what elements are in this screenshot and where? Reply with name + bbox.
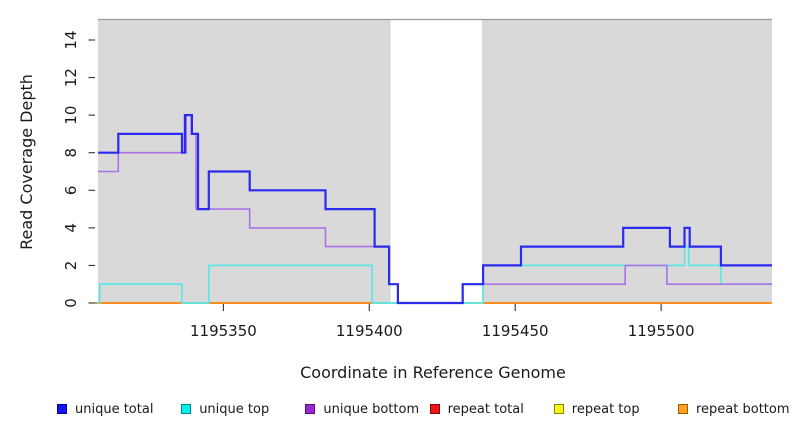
y-axis-tick-label: 8 xyxy=(62,148,80,158)
y-axis-title: Read Coverage Depth xyxy=(17,74,36,250)
y-axis-tick-label: 14 xyxy=(62,30,80,49)
series-unique-bottom xyxy=(97,114,772,304)
y-axis-tick-label: 2 xyxy=(62,261,80,271)
y-axis-tick-label: 4 xyxy=(62,223,80,233)
y-axis-tick-label: 12 xyxy=(62,68,80,87)
x-axis-tick-label: 1195350 xyxy=(190,322,257,340)
x-axis-tick-label: 1195500 xyxy=(628,322,695,340)
x-axis-title: Coordinate in Reference Genome xyxy=(300,363,566,382)
series-unique-total xyxy=(97,114,772,305)
shaded-region xyxy=(481,20,772,303)
y-axis-tick-label: 10 xyxy=(62,106,80,125)
x-axis-tick-label: 1195450 xyxy=(482,322,549,340)
axes-layer: 1195350 1195400 1195450 1195500 0 2 4 6 8 10 12 14 xyxy=(62,30,695,340)
data-series-layer xyxy=(95,114,772,305)
y-axis-tick-label: 6 xyxy=(62,186,80,196)
shaded-region xyxy=(97,20,391,303)
x-axis-tick-label: 1195400 xyxy=(336,322,403,340)
shaded-regions xyxy=(97,18,772,303)
y-axis-tick-label: 0 xyxy=(62,298,80,308)
